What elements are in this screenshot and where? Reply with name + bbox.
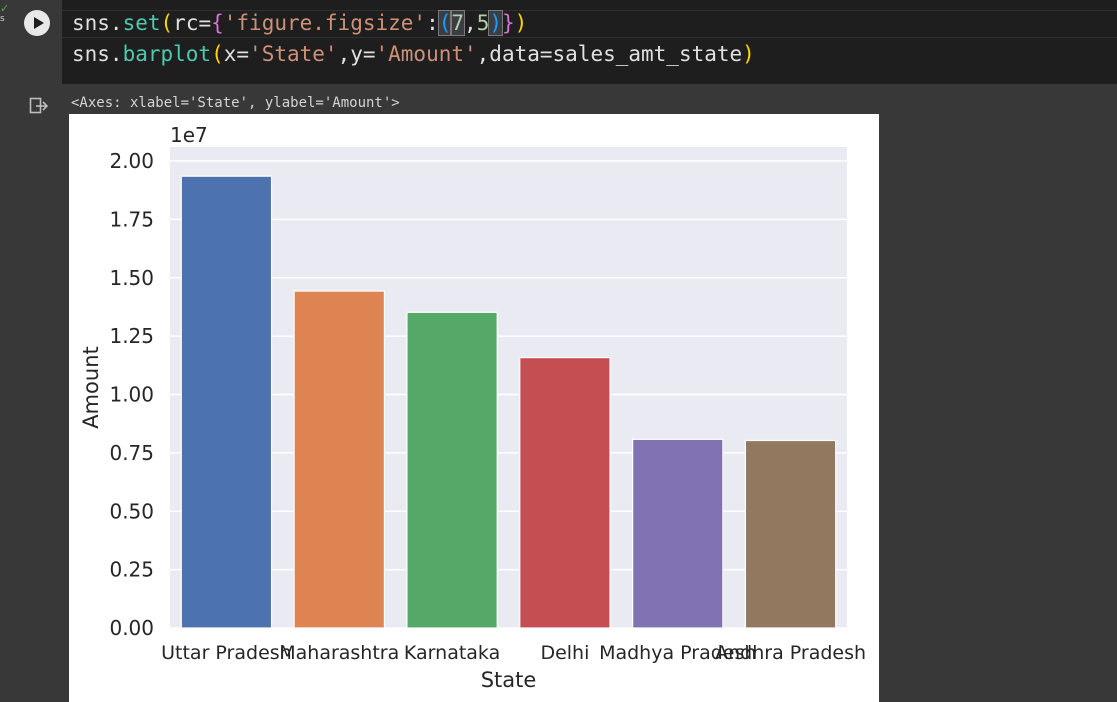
y-tick-label: 1.50 bbox=[109, 266, 154, 290]
x-tick-label: Uttar Pradesh bbox=[161, 642, 292, 664]
x-tick-label: Maharashtra bbox=[279, 642, 399, 664]
checkmark-icon: ✓ bbox=[0, 2, 10, 15]
output-repr-text: <Axes: xlabel='State', ylabel='Amount'> bbox=[71, 95, 400, 111]
code-token: 7 bbox=[450, 10, 466, 36]
code-token: set bbox=[122, 11, 161, 35]
y-tick-label: 0.50 bbox=[109, 499, 154, 523]
y-tick-label: 0.00 bbox=[109, 616, 154, 640]
bar bbox=[632, 438, 724, 629]
current-line-highlight bbox=[62, 10, 1117, 38]
code-token: ,data=sales_amt_state bbox=[476, 42, 743, 66]
bar bbox=[293, 290, 385, 629]
y-tick-label: 1.75 bbox=[109, 207, 154, 231]
y-tick-label: 0.75 bbox=[109, 441, 154, 465]
code-line[interactable]: sns.set(rc={'figure.figsize':(7,5)}) bbox=[72, 9, 527, 37]
play-icon bbox=[34, 17, 44, 29]
y-tick-label: 1.25 bbox=[109, 324, 154, 348]
x-tick-label: Delhi bbox=[540, 642, 589, 664]
x-tick-label: Madhya Pradesh bbox=[599, 642, 756, 664]
y-offset-label: 1e7 bbox=[170, 123, 208, 147]
code-token: sns. bbox=[72, 42, 123, 66]
y-axis-label: Amount bbox=[79, 346, 103, 429]
y-tick-label: 1.00 bbox=[109, 383, 154, 407]
code-token: ( bbox=[437, 10, 453, 36]
code-token: rc= bbox=[173, 11, 212, 35]
bar bbox=[180, 175, 273, 629]
code-token: ) bbox=[514, 11, 528, 35]
x-axis-label: State bbox=[481, 668, 537, 692]
code-token: x= bbox=[223, 42, 250, 66]
code-token: ,y= bbox=[337, 42, 376, 66]
output-redirect-icon[interactable] bbox=[29, 97, 49, 115]
code-token: sns. bbox=[72, 11, 123, 35]
y-tick-label: 0.25 bbox=[109, 558, 154, 582]
bar-chart: 0.00 0.25 0.50 0.75 1.00 1.25 1.50 1.75 2.00 1e7 U… bbox=[69, 114, 879, 702]
code-token: barplot bbox=[122, 42, 212, 66]
plot-area bbox=[170, 147, 847, 628]
x-tick-label: Karnataka bbox=[404, 642, 500, 664]
bar bbox=[744, 439, 837, 629]
code-token: 5 bbox=[476, 11, 490, 35]
code-token: , bbox=[464, 11, 477, 35]
bar bbox=[406, 311, 498, 629]
code-token: 'State' bbox=[249, 42, 338, 66]
code-line[interactable]: sns.barplot(x='State',y='Amount',data=sa… bbox=[72, 40, 755, 68]
y-tick-label: 2.00 bbox=[109, 149, 154, 173]
cell-gutter: ✓ s bbox=[0, 0, 14, 92]
code-token: : bbox=[426, 11, 439, 35]
code-token: ) bbox=[488, 10, 503, 36]
execution-status-text: s bbox=[0, 14, 5, 24]
code-token: ( bbox=[160, 11, 174, 35]
code-token: { bbox=[211, 11, 224, 35]
code-token: ) bbox=[742, 42, 755, 66]
code-token: ( bbox=[211, 42, 224, 66]
code-token: 'Amount' bbox=[375, 42, 477, 66]
bar bbox=[519, 357, 611, 629]
x-tick-label: Andhra Pradesh bbox=[715, 642, 866, 664]
run-cell-button[interactable] bbox=[24, 10, 50, 36]
execution-status: ✓ s bbox=[0, 2, 12, 24]
code-editor[interactable]: sns.set(rc={'figure.figsize':(7,5)}) sns… bbox=[62, 0, 1117, 84]
code-token: } bbox=[502, 11, 515, 35]
code-token: 'figure.figsize' bbox=[223, 11, 427, 35]
bar-chart-svg: 0.00 0.25 0.50 0.75 1.00 1.25 1.50 1.75 2.00 1e7 U… bbox=[79, 123, 866, 692]
